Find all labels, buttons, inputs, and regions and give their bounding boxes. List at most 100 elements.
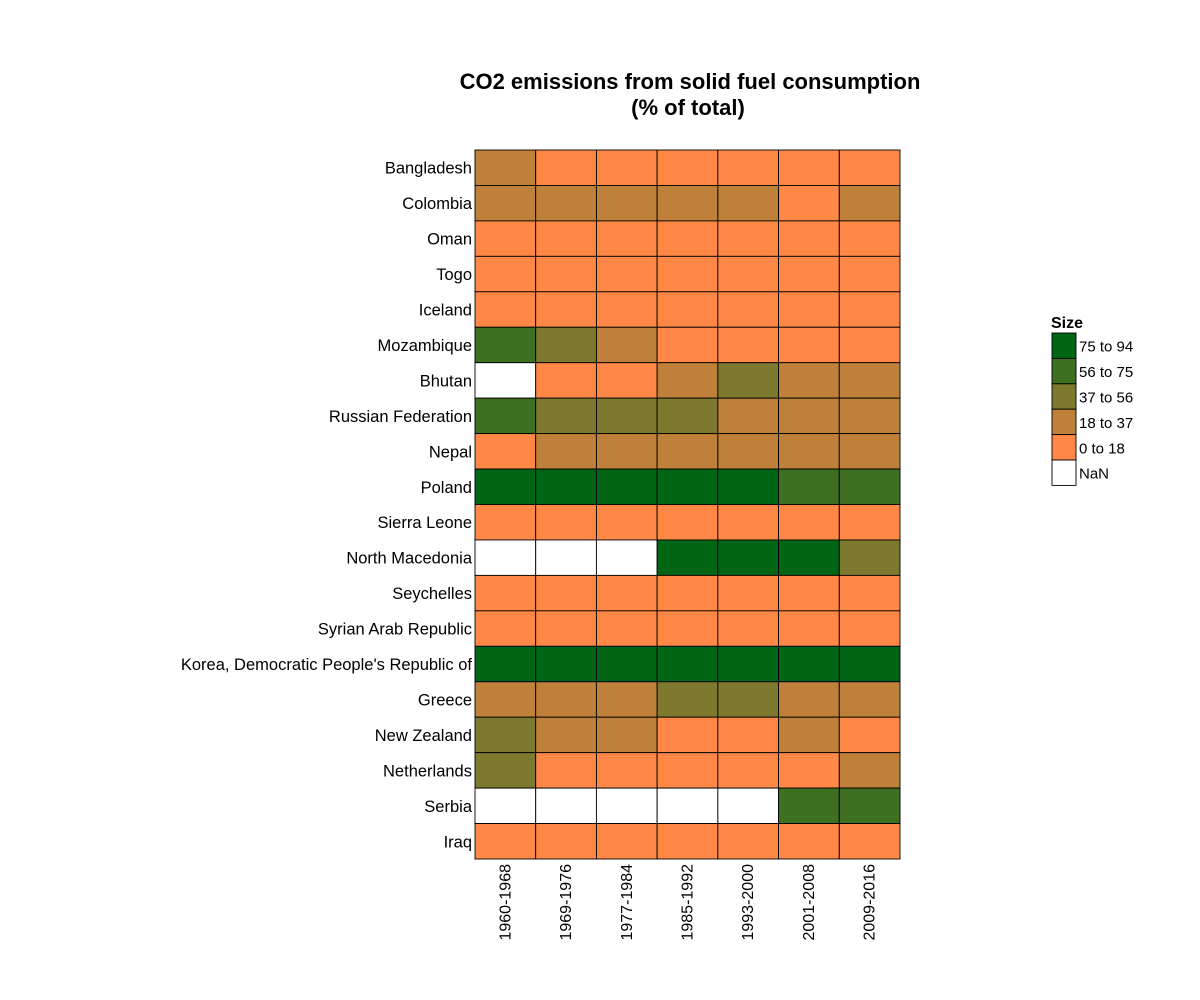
heatmap-cell xyxy=(778,220,840,257)
heatmap-cell xyxy=(656,362,719,399)
heatmap-cell xyxy=(778,716,840,754)
column-label: 2009-2016 xyxy=(862,864,879,941)
heatmap-cell xyxy=(535,752,597,789)
heatmap-cell xyxy=(474,468,537,505)
heatmap-cell xyxy=(656,291,719,328)
heatmap-cell xyxy=(838,362,901,399)
heatmap-cell xyxy=(778,504,840,541)
legend-swatch xyxy=(1051,459,1077,486)
heatmap-cell xyxy=(838,681,901,718)
heatmap-cell xyxy=(778,787,840,824)
heatmap-cell xyxy=(595,681,658,718)
heatmap-cell xyxy=(656,397,719,435)
heatmap-cell xyxy=(535,716,597,754)
column-label: 1985-1992 xyxy=(680,864,697,941)
heatmap-cell xyxy=(595,752,658,789)
heatmap-cell xyxy=(838,397,901,435)
heatmap-cell xyxy=(838,184,901,222)
heatmap-cell xyxy=(838,539,901,576)
heatmap-cell xyxy=(717,397,780,435)
heatmap-cell xyxy=(778,433,840,470)
heatmap-cell xyxy=(656,610,719,647)
heatmap-cell xyxy=(535,326,597,364)
heatmap-cell xyxy=(717,149,780,186)
row-label: Iraq xyxy=(444,833,472,851)
heatmap-cell xyxy=(595,823,658,860)
heatmap-cell xyxy=(717,539,780,576)
heatmap-cell xyxy=(656,539,719,576)
heatmap-cell xyxy=(474,716,537,754)
heatmap-cell xyxy=(778,645,840,683)
heatmap-cell xyxy=(656,752,719,789)
heatmap-cell xyxy=(474,397,537,435)
heatmap-cell xyxy=(535,291,597,328)
heatmap-cell xyxy=(535,468,597,505)
heatmap-cell xyxy=(717,787,780,824)
heatmap-cell xyxy=(535,681,597,718)
legend-label: 75 to 94 xyxy=(1079,339,1133,356)
legend-label: 18 to 37 xyxy=(1079,415,1133,432)
heatmap-cell xyxy=(595,184,658,222)
legend-label: 37 to 56 xyxy=(1079,390,1133,407)
heatmap-cell xyxy=(838,220,901,257)
heatmap-cell xyxy=(474,504,537,541)
heatmap-cell xyxy=(838,823,901,860)
heatmap-cell xyxy=(535,574,597,612)
heatmap-cell xyxy=(838,504,901,541)
heatmap-cell xyxy=(535,610,597,647)
heatmap-cell xyxy=(778,184,840,222)
heatmap-cell xyxy=(535,362,597,399)
heatmap-cell xyxy=(474,291,537,328)
heatmap-cell xyxy=(717,574,780,612)
row-label: Russian Federation xyxy=(329,408,472,426)
heatmap-cell xyxy=(595,539,658,576)
heatmap-cell xyxy=(595,433,658,470)
heatmap-cell xyxy=(717,362,780,399)
heatmap-cell xyxy=(656,433,719,470)
heatmap-cell xyxy=(838,787,901,824)
row-label: Serbia xyxy=(424,798,473,816)
heatmap-cell xyxy=(717,752,780,789)
heatmap-cell xyxy=(717,184,780,222)
heatmap-cell xyxy=(838,433,901,470)
heatmap-cell xyxy=(535,149,597,186)
row-label: Syrian Arab Republic xyxy=(318,621,472,639)
row-label: Sierra Leone xyxy=(378,514,472,532)
heatmap-cell xyxy=(474,787,537,824)
heatmap-cell xyxy=(656,823,719,860)
column-label: 1977-1984 xyxy=(619,864,636,941)
heatmap-cell xyxy=(838,255,901,293)
heatmap-cell xyxy=(778,823,840,860)
heatmap-cell xyxy=(595,362,658,399)
heatmap-cell xyxy=(838,468,901,505)
row-labels: Bangladesh Colombia Oman Togo Iceland Mozambi… xyxy=(181,160,473,852)
heatmap-cell xyxy=(717,433,780,470)
heatmap-cell xyxy=(838,752,901,789)
heatmap-cell xyxy=(474,539,537,576)
heatmap-cell xyxy=(595,326,658,364)
heatmap-cell xyxy=(535,255,597,293)
heatmap-cell xyxy=(656,574,719,612)
heatmap-cell xyxy=(474,149,537,186)
heatmap-cell xyxy=(474,610,537,647)
heatmap-cell xyxy=(474,255,537,293)
heatmap-cell xyxy=(474,184,537,222)
heatmap-cells xyxy=(474,149,901,860)
chart-title-line-2: (% of total) xyxy=(631,95,745,120)
column-labels: 1960-1968 1969-1976 1977-1984 1985-1992 1993… xyxy=(497,864,878,941)
heatmap-cell xyxy=(474,823,537,860)
heatmap-cell xyxy=(778,255,840,293)
heatmap-cell xyxy=(838,610,901,647)
heatmap-cell xyxy=(717,326,780,364)
row-label: North Macedonia xyxy=(346,550,472,568)
heatmap-cell xyxy=(717,220,780,257)
heatmap-cell xyxy=(838,326,901,364)
heatmap-cell xyxy=(535,539,597,576)
heatmap-cell xyxy=(595,574,658,612)
heatmap-cell xyxy=(474,220,537,257)
heatmap-cell xyxy=(595,716,658,754)
heatmap-cell xyxy=(535,397,597,435)
heatmap-cell xyxy=(838,716,901,754)
heatmap-cell xyxy=(656,326,719,364)
